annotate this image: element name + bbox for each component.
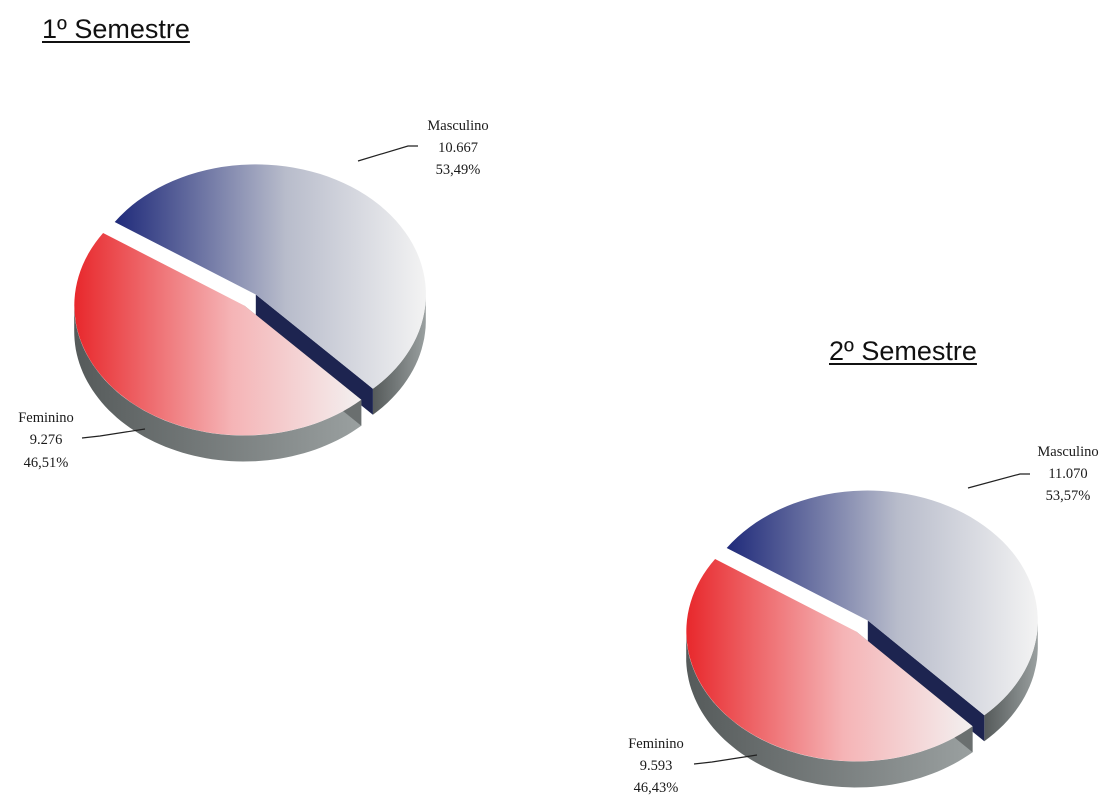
- chart-2-slice-masculino: [726, 490, 1038, 716]
- chart-2-label-masculino: Masculino: [1037, 444, 1098, 460]
- chart-2-percent-masculino: 53,57%: [1046, 488, 1091, 504]
- chart-1-slice-feminino: [74, 233, 362, 436]
- chart-1-title: 1º Semestre: [42, 14, 190, 44]
- chart-2-label-feminino: Feminino: [628, 736, 684, 752]
- chart-1-label-masculino: Masculino: [427, 118, 488, 134]
- chart-2-leader-feminino: [693, 754, 758, 765]
- chart-2-side-masculino: [984, 622, 1038, 742]
- chart-2-side-feminino: [686, 630, 973, 788]
- chart-2-leader-masculino: [967, 473, 1030, 489]
- chart-1-leader-masculino: [357, 145, 418, 162]
- chart-2-cut-masculino: [867, 620, 985, 742]
- chart-1-value-feminino: 9.276: [30, 432, 63, 448]
- chart-1-side-masculino: [372, 296, 426, 415]
- chart-1-side-feminino: [74, 304, 362, 462]
- chart-1-value-masculino: 10.667: [438, 140, 478, 156]
- chart-1-percent-masculino: 53,49%: [436, 162, 481, 178]
- chart-1-cut-masculino: [255, 294, 373, 415]
- chart-1-slice-masculino: [114, 164, 426, 389]
- chart-2-percent-feminino: 46,43%: [634, 780, 679, 796]
- chart-2-slice-feminino: [686, 559, 973, 762]
- chart-1-percent-feminino: 46,51%: [24, 455, 69, 471]
- chart-2-value-masculino: 11.070: [1048, 466, 1087, 482]
- chart-2-slices: [686, 490, 1038, 788]
- chart-2-title: 2º Semestre: [829, 336, 977, 366]
- chart-2-value-feminino: 9.593: [640, 758, 673, 774]
- chart-1-leader-feminino: [81, 428, 146, 439]
- chart-1-label-feminino: Feminino: [18, 410, 74, 426]
- chart-1-slices: [74, 164, 426, 462]
